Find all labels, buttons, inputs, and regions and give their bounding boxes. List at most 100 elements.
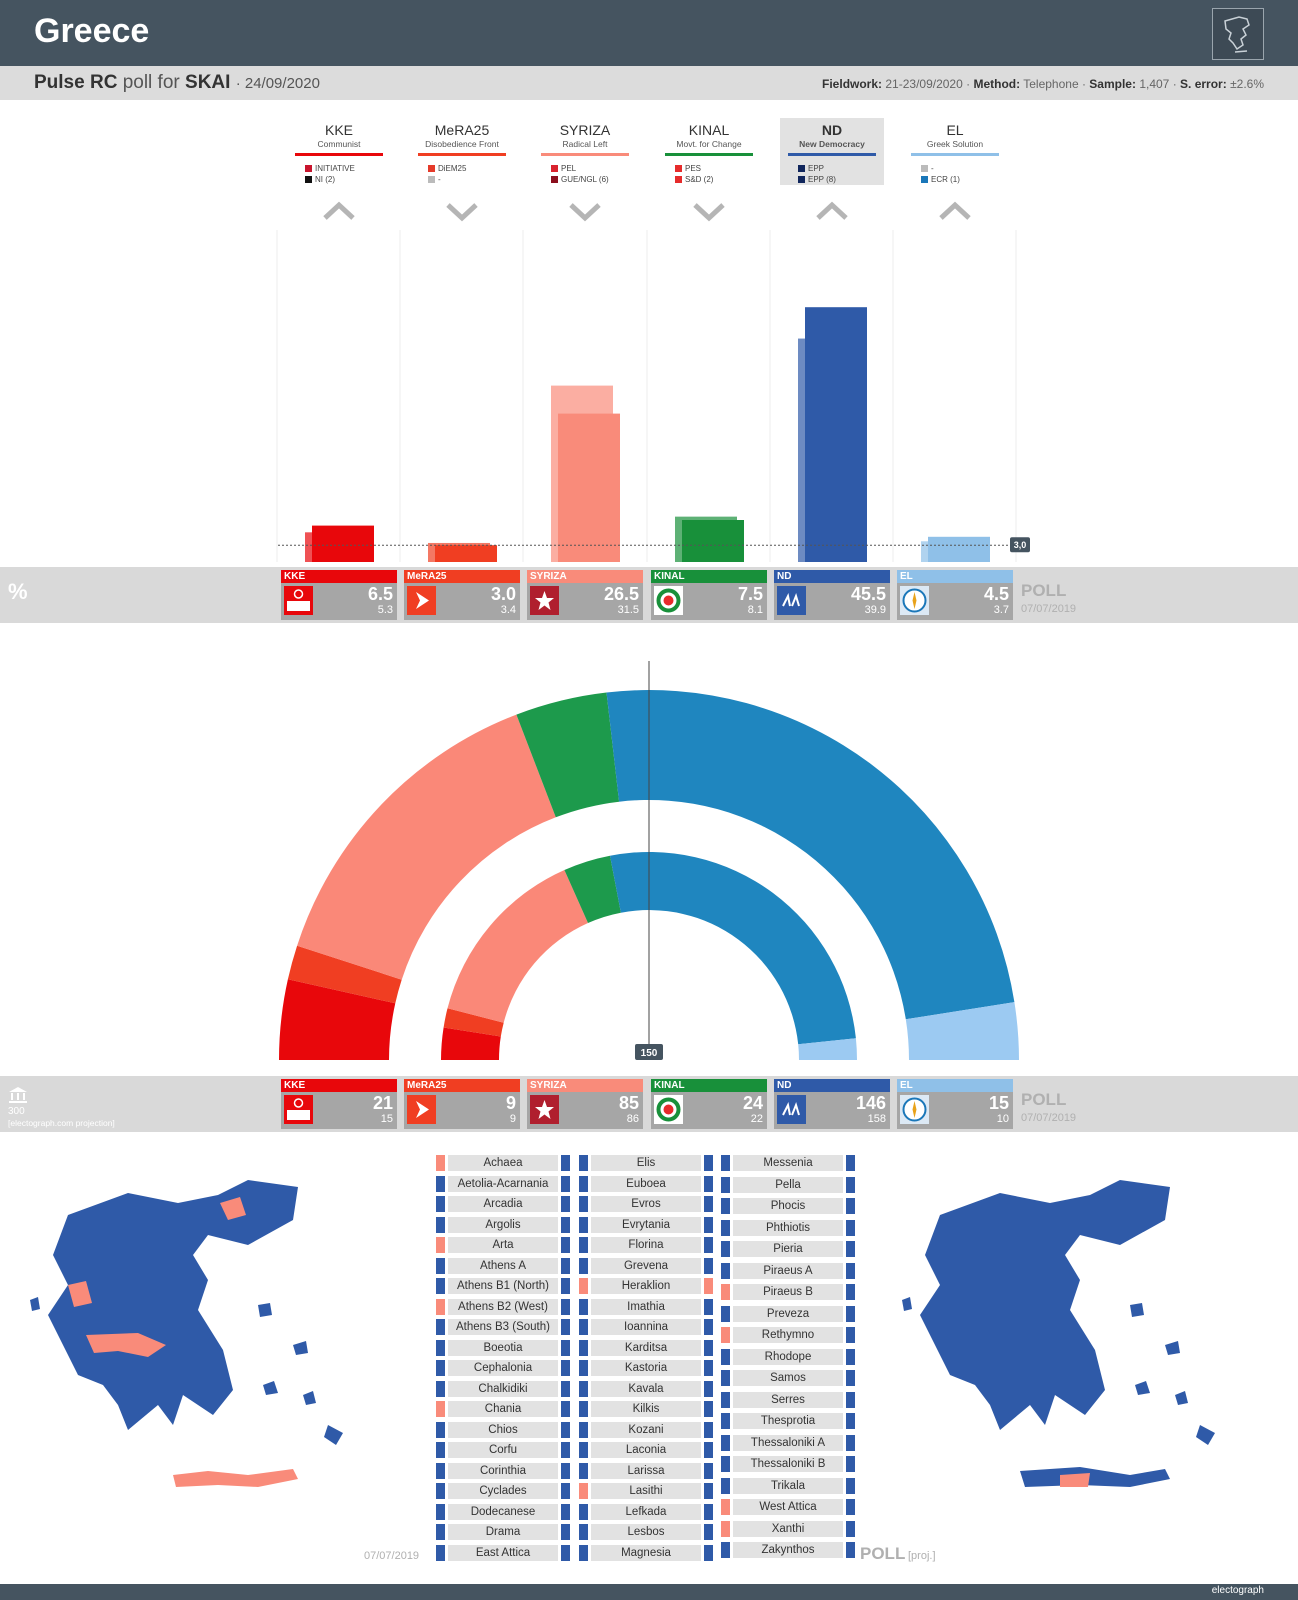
vote-share-value: 7.5: [737, 584, 763, 604]
constituency-poll-winner: [704, 1155, 713, 1171]
constituency-previous-winner: [579, 1196, 588, 1212]
constituency-previous-winner: [436, 1380, 445, 1397]
party-abbr: EL: [946, 122, 964, 138]
constituency-poll-winner: [561, 1175, 570, 1192]
party-underline: [295, 153, 383, 156]
constituency-previous-winner: [579, 1524, 588, 1540]
affiliation-label: S&D (2): [685, 175, 714, 184]
constituency-poll-winner: [561, 1360, 570, 1376]
constituency-previous-winner: [721, 1434, 730, 1451]
constituency-previous-winner: [579, 1216, 588, 1233]
seats-value: 21: [372, 1093, 393, 1113]
seats-value: 24: [742, 1093, 763, 1113]
affiliation-item: S&D (2): [675, 174, 761, 185]
constituency-name: Athens B2 (West): [448, 1298, 558, 1315]
party-name: KINAL: [654, 1080, 685, 1091]
error-label: S. error:: [1180, 77, 1227, 91]
party-description: Communist: [317, 139, 361, 149]
bar-poll-kinal: [682, 520, 744, 562]
constituency-name: Ioannina: [591, 1319, 701, 1335]
affiliation-item: EPP (8): [798, 174, 884, 185]
constituency-previous-winner: [579, 1442, 588, 1458]
majority-badge: [635, 1044, 663, 1060]
party-underline: [665, 153, 753, 156]
party-description: Disobedience Front: [425, 139, 499, 149]
party-name: KKE: [284, 571, 306, 582]
constituency-name: Rethymno: [733, 1327, 843, 1343]
affiliation-item: EPP: [798, 163, 884, 174]
constituency-name: Boeotia: [448, 1339, 558, 1356]
constituency-name: Chania: [448, 1401, 558, 1417]
affiliation-label: NI (2): [315, 175, 335, 184]
party-underline: [541, 153, 629, 156]
vote-share-box-nd: ND 45.5 39.9: [774, 570, 890, 620]
poll-client: SKAI: [185, 72, 231, 93]
constituency-poll-winner: [561, 1524, 570, 1540]
affiliation-label: EPP: [808, 164, 825, 173]
map-previous-date: 07/07/2019: [364, 1550, 420, 1562]
constituency-name: Zakynthos: [733, 1542, 843, 1558]
previous-election-date: 07/07/2019: [1021, 603, 1077, 615]
el-logo: [900, 586, 929, 615]
constituency-name: Evros: [591, 1196, 701, 1212]
party-name: ND: [777, 1080, 792, 1091]
constituency-poll-winner: [561, 1155, 570, 1171]
party-header-el: EL Greek Solution - ECR (1): [903, 122, 1007, 185]
sample-value: 1,407: [1139, 77, 1170, 91]
constituency-name: Chalkidiki: [448, 1380, 558, 1397]
constituency-name: Florina: [591, 1237, 701, 1253]
seats-previous-value: 22: [750, 1113, 763, 1125]
vote-share-box-kinal: KINAL 7.5 8.1: [651, 570, 767, 620]
constituency-poll-winner: [704, 1421, 713, 1438]
bar-poll-el: [928, 536, 990, 562]
affiliation-item: -: [428, 174, 514, 185]
constituency-poll-winner: [704, 1339, 713, 1356]
constituency-previous-winner: [579, 1237, 588, 1253]
previous-election-date-seats: 07/07/2019: [1021, 1112, 1077, 1124]
constituency-previous-winner: [579, 1421, 588, 1438]
seat-arc-poll-kke: [279, 979, 396, 1060]
poll-title: Pulse RC poll for SKAI · 24/09/2020: [34, 72, 320, 94]
vote-share-box-syriza: SYRIZA 26.5 31.5: [527, 570, 643, 620]
seats-value: 15: [988, 1093, 1009, 1113]
poll-info-bar: Pulse RC poll for SKAI · 24/09/2020 Fiel…: [0, 66, 1298, 100]
constituency-name: Piraeus B: [733, 1284, 843, 1300]
constituency-poll-winner: [846, 1520, 855, 1537]
party-description: Movt. for Change: [676, 139, 742, 149]
seat-arc-previous-kke: [441, 1027, 501, 1060]
constituency-name: Karditsa: [591, 1339, 701, 1356]
party-color-bar: [527, 570, 643, 583]
constituency-poll-winner: [704, 1319, 713, 1335]
seats-box-mera25: MeRA25 9 9: [404, 1079, 520, 1129]
constituency-previous-winner: [436, 1462, 445, 1479]
brand-name: electograph: [1211, 1585, 1264, 1596]
constituency-poll-winner: [846, 1262, 855, 1279]
constituency-poll-winner: [561, 1196, 570, 1212]
map-projection-note: [proj.]: [908, 1550, 936, 1562]
constituency-poll-winner: [561, 1380, 570, 1397]
affiliation-item: PEL: [551, 163, 637, 174]
party-affiliations: EPP EPP (8): [798, 163, 884, 185]
affiliation-swatch: [675, 176, 682, 183]
affiliation-label: GUE/NGL (6): [561, 175, 609, 184]
constituency-name: Preveza: [733, 1305, 843, 1322]
constituency-previous-winner: [721, 1176, 730, 1193]
party-affiliations: - ECR (1): [921, 163, 1007, 185]
percent-symbol: %: [8, 579, 28, 604]
majority-label: 150: [641, 1048, 658, 1059]
threshold-badge: [1010, 537, 1030, 553]
constituency-name: Cephalonia: [448, 1360, 558, 1376]
affiliation-label: -: [438, 175, 441, 184]
constituency-previous-winner: [579, 1155, 588, 1171]
constituency-poll-winner: [561, 1462, 570, 1479]
constituency-poll-winner: [561, 1298, 570, 1315]
el-logo: [900, 1095, 929, 1124]
party-description: Radical Left: [562, 139, 608, 149]
affiliation-item: NI (2): [305, 174, 391, 185]
constituency-previous-winner: [721, 1370, 730, 1386]
constituency-previous-winner: [436, 1360, 445, 1376]
constituency-poll-winner: [561, 1339, 570, 1356]
constituency-name: Athens B3 (South): [448, 1319, 558, 1335]
party-color-bar: [281, 1079, 397, 1092]
constituency-previous-winner: [721, 1499, 730, 1515]
